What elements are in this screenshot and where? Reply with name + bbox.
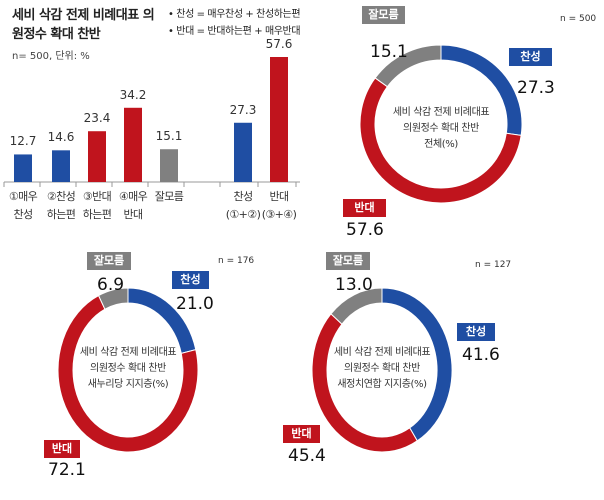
donut-center-text: 의원정수 확대 찬반 [344, 363, 420, 374]
bar-category-label: ③반대 [82, 190, 112, 203]
slice-value-label: 6.9 [97, 275, 125, 295]
bar-category-label: 찬성 [233, 190, 253, 203]
slice-value-label: 72.1 [48, 460, 86, 480]
donut-center-text: 세비 삭감 전제 비례대표 [333, 347, 431, 358]
bar-category-label: 찬성 [13, 208, 33, 221]
bar-value-label: 57.6 [265, 37, 293, 51]
bar-chart-subtitle: n= 500, 단위: % [12, 51, 90, 62]
bar-category-label: (①+②) [225, 208, 261, 221]
slice-name-label: 반대 [343, 199, 386, 217]
donut-center-text: 전체(%) [424, 139, 458, 150]
donut-center-text: 새누리당 지지층(%) [87, 379, 169, 390]
bar-value-label: 14.6 [47, 130, 75, 145]
slice-value-label: 21.0 [176, 294, 214, 314]
bar [14, 154, 32, 182]
slice-name-label: 반대 [283, 425, 320, 443]
bar-value-label: 12.7 [9, 134, 37, 149]
bar [270, 57, 288, 182]
bar-category-label: ②찬성 [46, 190, 76, 203]
sample-size-label: n = 176 [218, 256, 255, 266]
bar-category-label: 잘모름 [154, 190, 184, 203]
bar-value-label: 34.2 [119, 87, 147, 102]
bar [124, 107, 142, 182]
bar-category-label: 반대 [269, 190, 289, 203]
donut-slice [97, 287, 129, 310]
donut-center-text: 세비 삭감 전제 비례대표 [392, 107, 490, 118]
bar-category-label: ④매우 [118, 190, 148, 203]
bar-value-label: 15.1 [155, 129, 183, 144]
bar-chart-title: 세비 삭감 전제 비례대표 의원정수 확대 찬반 [12, 8, 155, 42]
bar [52, 150, 70, 182]
slice-value-label: 13.0 [335, 275, 373, 295]
donut-center-text: 세비 삭감 전제 비례대표 [79, 347, 177, 358]
bar-category-label: 하는편 [82, 208, 112, 221]
slice-value-label: 45.4 [288, 446, 326, 466]
slice-name-label: 잘모름 [362, 6, 405, 24]
donut-slice [330, 287, 383, 325]
slice-name-label: 찬성 [457, 323, 495, 341]
bar-category-label: ①매우 [8, 190, 38, 203]
bar-value-label: 27.3 [229, 102, 257, 117]
legend-favor: • 찬성 = 매우찬성 + 찬성하는편 [168, 9, 301, 20]
donut-center-text: 의원정수 확대 찬반 [90, 363, 166, 374]
slice-value-label: 15.1 [370, 42, 408, 62]
bar [234, 122, 252, 182]
sample-size-label: n = 500 [560, 14, 597, 24]
bar-category-label: (③+④) [261, 208, 297, 221]
donut-center-text: 새정치연합 지지층(%) [337, 379, 427, 390]
slice-value-label: 57.6 [346, 220, 384, 240]
donut-slice [57, 294, 199, 453]
donut-center-text: 의원정수 확대 찬반 [403, 123, 479, 134]
donut-slice [374, 44, 442, 88]
bar-category-label: 하는편 [46, 208, 76, 221]
slice-value-label: 27.3 [517, 78, 555, 98]
slice-value-label: 41.6 [462, 345, 500, 365]
slice-name-label: 반대 [44, 440, 80, 458]
sample-size-label: n = 127 [475, 260, 512, 270]
bar [88, 131, 106, 182]
slice-name-label: 잘모름 [326, 252, 370, 270]
bar [160, 149, 178, 182]
slice-name-label: 찬성 [172, 271, 209, 289]
bar-value-label: 23.4 [83, 111, 111, 126]
slice-name-label: 잘모름 [87, 252, 131, 270]
slice-name-label: 찬성 [509, 48, 552, 66]
bar-category-label: 반대 [123, 208, 143, 221]
legend-oppose: • 반대 = 반대하는편 + 매우반대 [168, 26, 301, 37]
